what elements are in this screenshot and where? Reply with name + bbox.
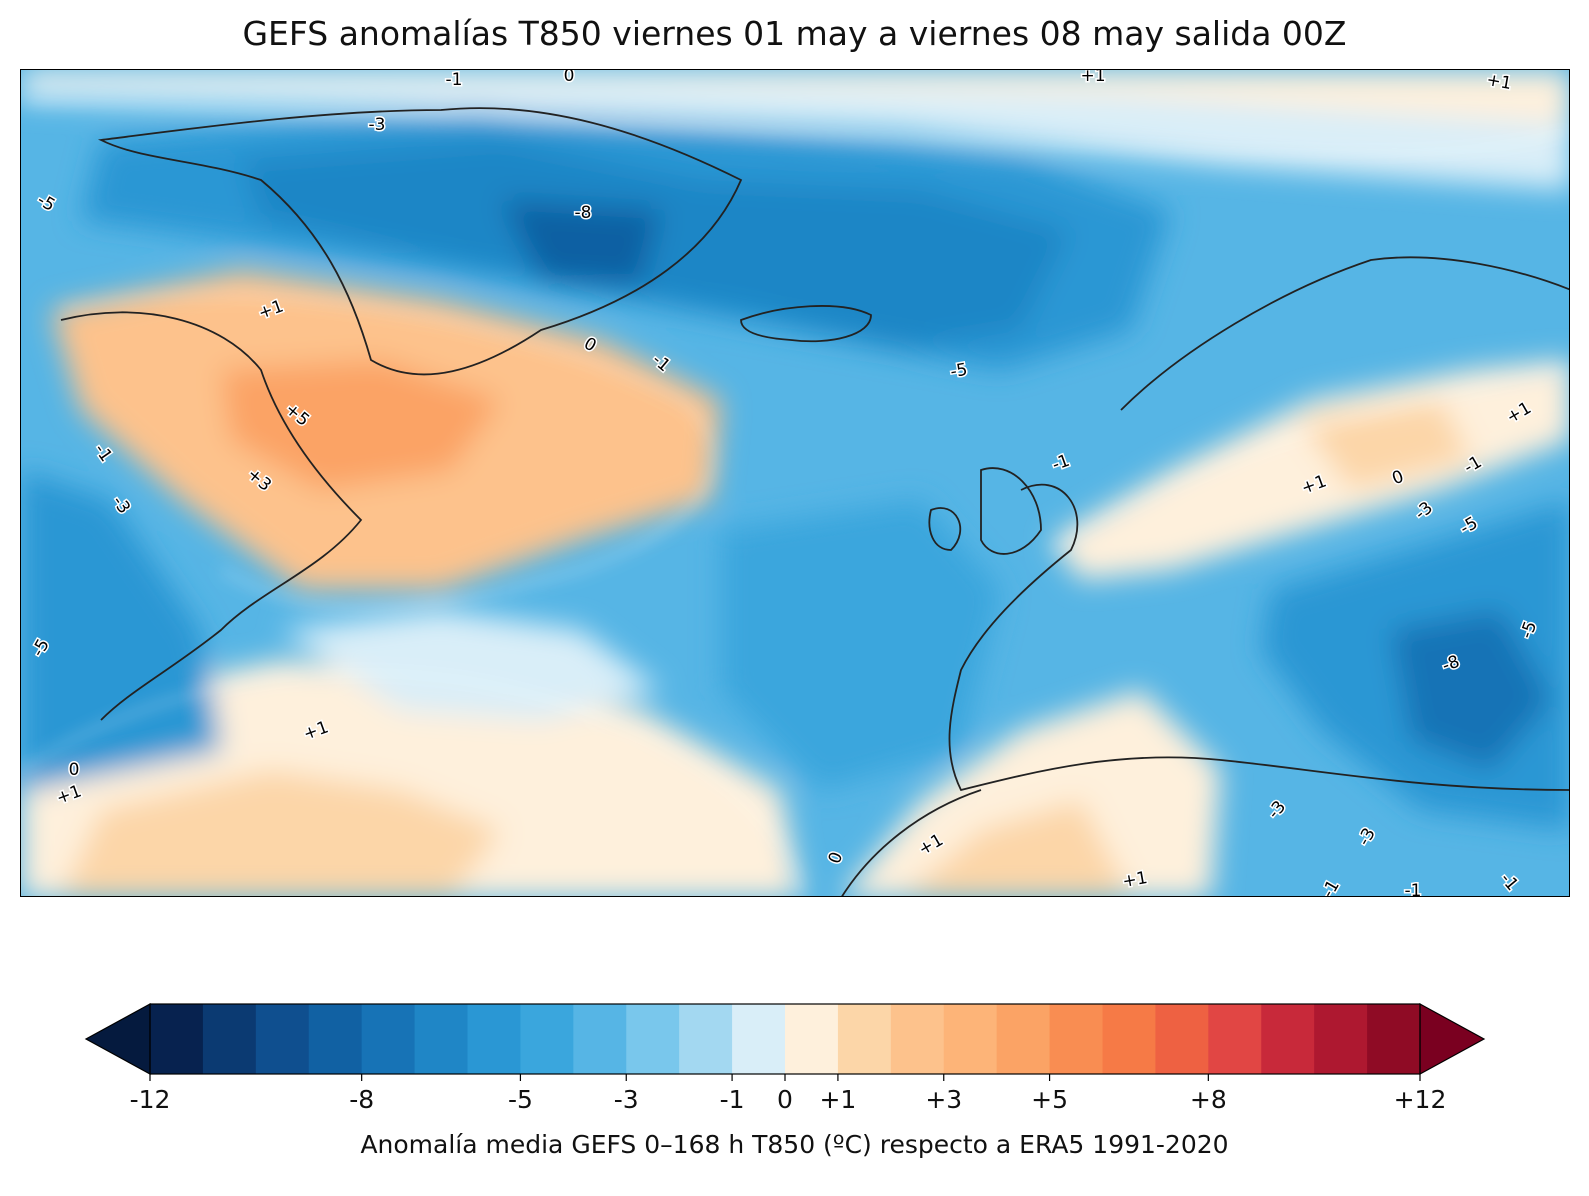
field-cold-west xyxy=(21,470,221,790)
coast-africa xyxy=(841,789,982,896)
colorbar-segment xyxy=(414,1004,469,1074)
coast-iceland xyxy=(740,305,872,343)
contour-label: -1 xyxy=(1405,881,1422,897)
colorbar-tick-label: -12 xyxy=(130,1085,171,1114)
map-panel: -1 0 +1 +1 -3 -5 -8 +1 0 -1 -5 +5 +3 -1 -3 -1 +1 0 -1 +1 -3-… xyxy=(20,69,1570,897)
contour-zero-labrador xyxy=(60,293,714,609)
colorbar-label: Anomalía media GEFS 0–168 h T850 (ºC) re… xyxy=(360,1130,1229,1159)
colorbar-segment xyxy=(361,1004,416,1074)
colorbar-segment xyxy=(1314,1004,1368,1074)
colorbar-segment xyxy=(150,1004,204,1074)
colorbar-frame xyxy=(149,1003,1421,1075)
colorbar-segment xyxy=(996,1004,1051,1074)
colorbar-segment xyxy=(732,1004,786,1074)
field-cold-turkey-core xyxy=(1391,610,1551,770)
colorbar-tick-label: -3 xyxy=(614,1085,639,1114)
field-warm-africa-inner xyxy=(903,800,1130,896)
contour-label: +1 xyxy=(1080,70,1105,86)
colorbar-segment xyxy=(1208,1004,1262,1074)
contour-label: -1 xyxy=(446,70,463,90)
colorbar-segment xyxy=(467,1004,522,1074)
colorbar-segment xyxy=(1049,1004,1104,1074)
field-band-minus1 xyxy=(21,70,1569,190)
colorbar-segment xyxy=(573,1004,627,1074)
colorbar-segment xyxy=(1102,1004,1157,1074)
contour-zero-europe xyxy=(1050,369,1569,551)
field-atlantic-mid xyxy=(721,500,1001,790)
field-core-greenland-deep xyxy=(501,200,661,285)
contour-label: 0 xyxy=(564,70,575,86)
contour-label: +1 xyxy=(1485,70,1513,94)
field-core-greenland-inner xyxy=(241,140,1071,350)
field-warm-africa xyxy=(842,690,1221,896)
colorbar-under-arrow xyxy=(84,1002,151,1076)
coast-greenland xyxy=(97,107,743,376)
colorbar-segment xyxy=(785,1004,839,1074)
colorbar: -12 -8 -5 -3 -1 0 +1 +3 +5 +8 +12 xyxy=(84,1002,1486,1114)
map-title: GEFS anomalías T850 viernes 01 may a vie… xyxy=(242,14,1347,53)
colorbar-over-arrow xyxy=(1419,1002,1486,1076)
colorbar-segment xyxy=(1367,1004,1421,1074)
field-warm-subtropics-inner xyxy=(61,770,501,896)
anomaly-map: -1 0 +1 +1-3-5 -8+10-1 -5+5+3-1-3-1+1 0-1+1-3-… xyxy=(21,70,1569,897)
colorbar-segment xyxy=(679,1004,733,1074)
colorbar-tick-label: +3 xyxy=(925,1085,962,1114)
colorbar-tick-label: -5 xyxy=(508,1085,533,1114)
colorbar-tick-label: +12 xyxy=(1394,1085,1447,1114)
colorbar-segment xyxy=(255,1004,310,1074)
contour-label: -8 xyxy=(575,203,592,223)
coast-britain xyxy=(928,467,1042,555)
colorbar-segment xyxy=(308,1004,363,1074)
field-warm-europe-inner xyxy=(1301,400,1471,490)
colorbar-segment xyxy=(890,1004,945,1074)
contour-label: -5 xyxy=(949,360,969,383)
colorbar-tick-label: +8 xyxy=(1190,1085,1227,1114)
coast-labrador xyxy=(60,311,363,721)
colorbar-segment xyxy=(1155,1004,1209,1074)
colorbar-tick-label: +5 xyxy=(1031,1085,1068,1114)
colorbar-segment xyxy=(626,1004,680,1074)
coast-europe xyxy=(948,256,1569,792)
contour-zero-subtropics xyxy=(21,671,802,896)
colorbar-tick-label: +1 xyxy=(819,1085,856,1114)
contour-zero-north xyxy=(21,99,1569,155)
colorbar-segment xyxy=(202,1004,257,1074)
contour-label: -3 xyxy=(369,115,386,135)
contour-label: 0 xyxy=(69,760,80,780)
colorbar-tick-label: 0 xyxy=(777,1085,793,1114)
colorbar-segment xyxy=(943,1004,998,1074)
field-band-plus-north xyxy=(21,70,1569,125)
colorbar-segment xyxy=(837,1004,892,1074)
colorbar-segment xyxy=(1261,1004,1315,1074)
field-light-gap xyxy=(281,610,661,720)
colorbar-tick-label: -1 xyxy=(720,1085,745,1114)
field-warm-labrador-core xyxy=(221,360,501,490)
contour-label: +1 xyxy=(1121,868,1149,892)
colorbar-segment xyxy=(520,1004,574,1074)
colorbar-tick-label: -8 xyxy=(349,1085,374,1114)
